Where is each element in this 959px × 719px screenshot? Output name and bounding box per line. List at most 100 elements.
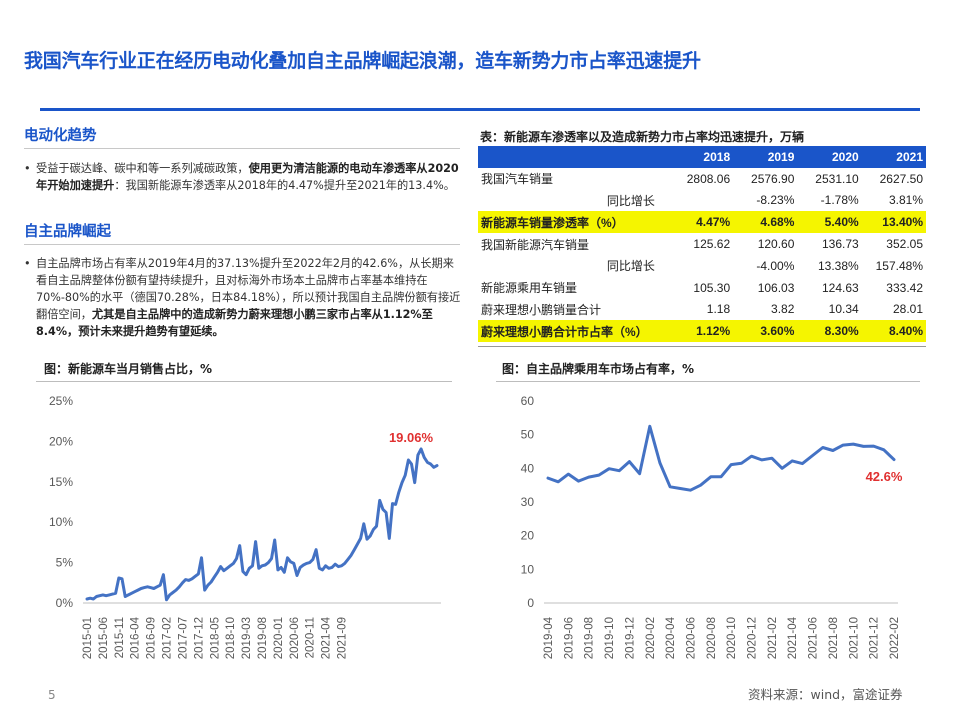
table-row-label: 新能源乘用车销量: [481, 281, 578, 296]
table-bottom-rule: [478, 346, 926, 347]
table-cell: 13.40%: [861, 211, 926, 234]
table-cell: 2808.06: [686, 171, 731, 186]
y-tick-label: 0: [527, 596, 534, 610]
table-row: 同比增长 -4.00% 13.38% 157.48%: [478, 255, 926, 277]
x-tick-label: 2021-04: [321, 616, 333, 659]
sales-table: 2018 2019 2020 2021 我国汽车销量 2808.06 2576.90 253…: [478, 146, 926, 343]
table-body: 我国汽车销量 2808.06 2576.90 2531.10 2627.50 同比增长 -8…: [478, 168, 926, 343]
x-tick-label: 2018-05: [209, 617, 221, 659]
x-tick-label: 2017-12: [193, 617, 205, 659]
x-tick-label: 2015-11: [114, 617, 126, 658]
y-tick-label: 20%: [49, 434, 73, 448]
x-tick-label: 2021-04: [787, 616, 799, 659]
x-tick-label: 2021-02: [767, 617, 779, 659]
table-row: 我国汽车销量 2808.06 2576.90 2531.10 2627.50: [478, 168, 926, 190]
x-tick-label: 2019-08: [584, 617, 596, 659]
y-tick-label: 20: [521, 529, 535, 543]
table-header-year: 2018: [668, 146, 734, 168]
table-cell: 352.05: [886, 237, 923, 252]
table-cell: -4.00%: [756, 258, 795, 273]
table-cell: -8.23%: [756, 193, 795, 208]
x-tick-label: 2016-09: [146, 617, 158, 659]
bullet-domestic-brands: • 自主品牌市场占有率从2019年4月的37.13%提升至2022年2月的42.6…: [24, 255, 462, 340]
source-note: 资料来源：wind，富途证券: [748, 687, 903, 702]
x-tick-label: 2019-08: [257, 617, 269, 659]
table-cell: 5.40%: [797, 211, 862, 234]
table-cell: 136.73: [821, 237, 859, 252]
table-row: 同比增长 -8.23% -1.78% 3.81%: [478, 190, 926, 212]
y-tick-label: 30: [521, 495, 535, 509]
table-cell: [669, 190, 733, 212]
table-cell: 10.34: [828, 302, 859, 317]
x-tick-label: 2020-10: [726, 617, 738, 659]
x-tick-label: 2020-04: [665, 616, 677, 659]
table-row-label: 蔚来理想小鹏合计市占率（%）: [478, 320, 669, 343]
x-tick-label: 2017-02: [162, 617, 174, 659]
table-cell: [669, 255, 733, 277]
table-row-label: 蔚来理想小鹏销量合计: [481, 302, 602, 317]
table-row: 蔚来理想小鹏合计市占率（%） 1.12% 3.60% 8.30% 8.40%: [478, 320, 926, 343]
table-cell: 1.12%: [668, 320, 734, 343]
x-tick-label: 2015-01: [82, 617, 94, 659]
table-cell: 157.48%: [875, 258, 923, 273]
x-tick-label: 2019-03: [241, 617, 253, 659]
x-tick-label: 2021-09: [337, 617, 349, 659]
x-tick-label: 2019-04: [543, 616, 555, 659]
data-label-annotation: 42.6%: [866, 469, 903, 484]
table-header-year: 2020: [797, 146, 862, 168]
x-tick-label: 2020-12: [747, 617, 759, 659]
table-row: 新能源乘用车销量 105.30 106.03 124.63 333.42: [478, 277, 926, 299]
table-cell: 124.63: [821, 280, 859, 295]
chart2-title: 图：自主品牌乘用车市场占有率，%: [502, 362, 695, 376]
table-cell: 8.30%: [797, 320, 862, 343]
table-header-year: 2019: [733, 146, 798, 168]
table-cell: 13.38%: [817, 258, 859, 273]
table-cell: 106.03: [757, 280, 795, 295]
x-tick-label: 2015-06: [98, 617, 110, 659]
x-tick-label: 2020-06: [289, 617, 301, 659]
x-tick-label: 2018-10: [225, 617, 237, 659]
y-tick-label: 10%: [49, 515, 73, 529]
x-tick-label: 2022-02: [889, 617, 901, 659]
table-row-label: 我国新能源汽车销量: [481, 237, 590, 252]
table-cell: 28.01: [892, 302, 923, 317]
table-row: 新能源车销量渗透率（%） 4.47% 4.68% 5.40% 13.40%: [478, 211, 926, 234]
y-tick-label: 0%: [56, 596, 74, 610]
x-tick-label: 2021-10: [848, 617, 860, 659]
table-cell: 333.42: [886, 280, 923, 295]
table-header-row: 2018 2019 2020 2021: [478, 146, 926, 168]
table-row-label: 同比增长: [606, 193, 655, 208]
table-cell: 1.18: [706, 302, 731, 317]
table-row-label: 新能源车销量渗透率（%）: [478, 211, 669, 234]
x-tick-label: 2019-12: [624, 617, 636, 659]
table-cell: 3.81%: [888, 193, 923, 208]
x-tick-label: 2020-11: [305, 617, 317, 658]
bullet-dot: •: [24, 162, 31, 175]
y-tick-label: 5%: [56, 556, 74, 570]
chart1-title: 图：新能源车当月销售占比，%: [44, 362, 213, 376]
y-tick-label: 25%: [49, 394, 73, 408]
x-tick-label: 2020-06: [685, 617, 697, 659]
table-row: 我国新能源汽车销量 125.62 120.60 136.73 352.05: [478, 233, 926, 255]
table-cell: 3.82: [771, 302, 795, 317]
table-cell: 4.47%: [668, 211, 734, 234]
y-tick-label: 15%: [49, 475, 73, 489]
bullet-text: ：我国新能源车渗透率从2018年的4.47%提升至2021年的13.4%。: [114, 179, 455, 192]
table-header-year: 2021: [861, 146, 926, 168]
page-number: 5: [48, 688, 56, 702]
x-tick-label: 2019-06: [563, 617, 575, 659]
table-caption: 表：新能源车渗透率以及造成新势力市占率均迅速提升，万辆: [480, 130, 805, 144]
page-title: 我国汽车行业正在经历电动化叠加自主品牌崛起浪潮，造车新势力市占率迅速提升: [24, 50, 701, 72]
series-line: [546, 424, 896, 492]
x-tick-label: 2016-04: [130, 616, 142, 659]
data-label-annotation: 19.06%: [389, 430, 434, 445]
section-divider: [24, 244, 460, 245]
table-cell: -1.78%: [820, 193, 859, 208]
table-cell: 125.62: [693, 237, 731, 252]
y-tick-label: 40: [521, 461, 535, 475]
section-heading-domestic-brands: 自主品牌崛起: [24, 224, 111, 240]
table-row: 蔚来理想小鹏销量合计 1.18 3.82 10.34 28.01: [478, 299, 926, 321]
x-tick-label: 2020-02: [645, 617, 657, 659]
y-tick-label: 10: [521, 562, 535, 576]
x-tick-label: 2021-08: [828, 617, 840, 659]
